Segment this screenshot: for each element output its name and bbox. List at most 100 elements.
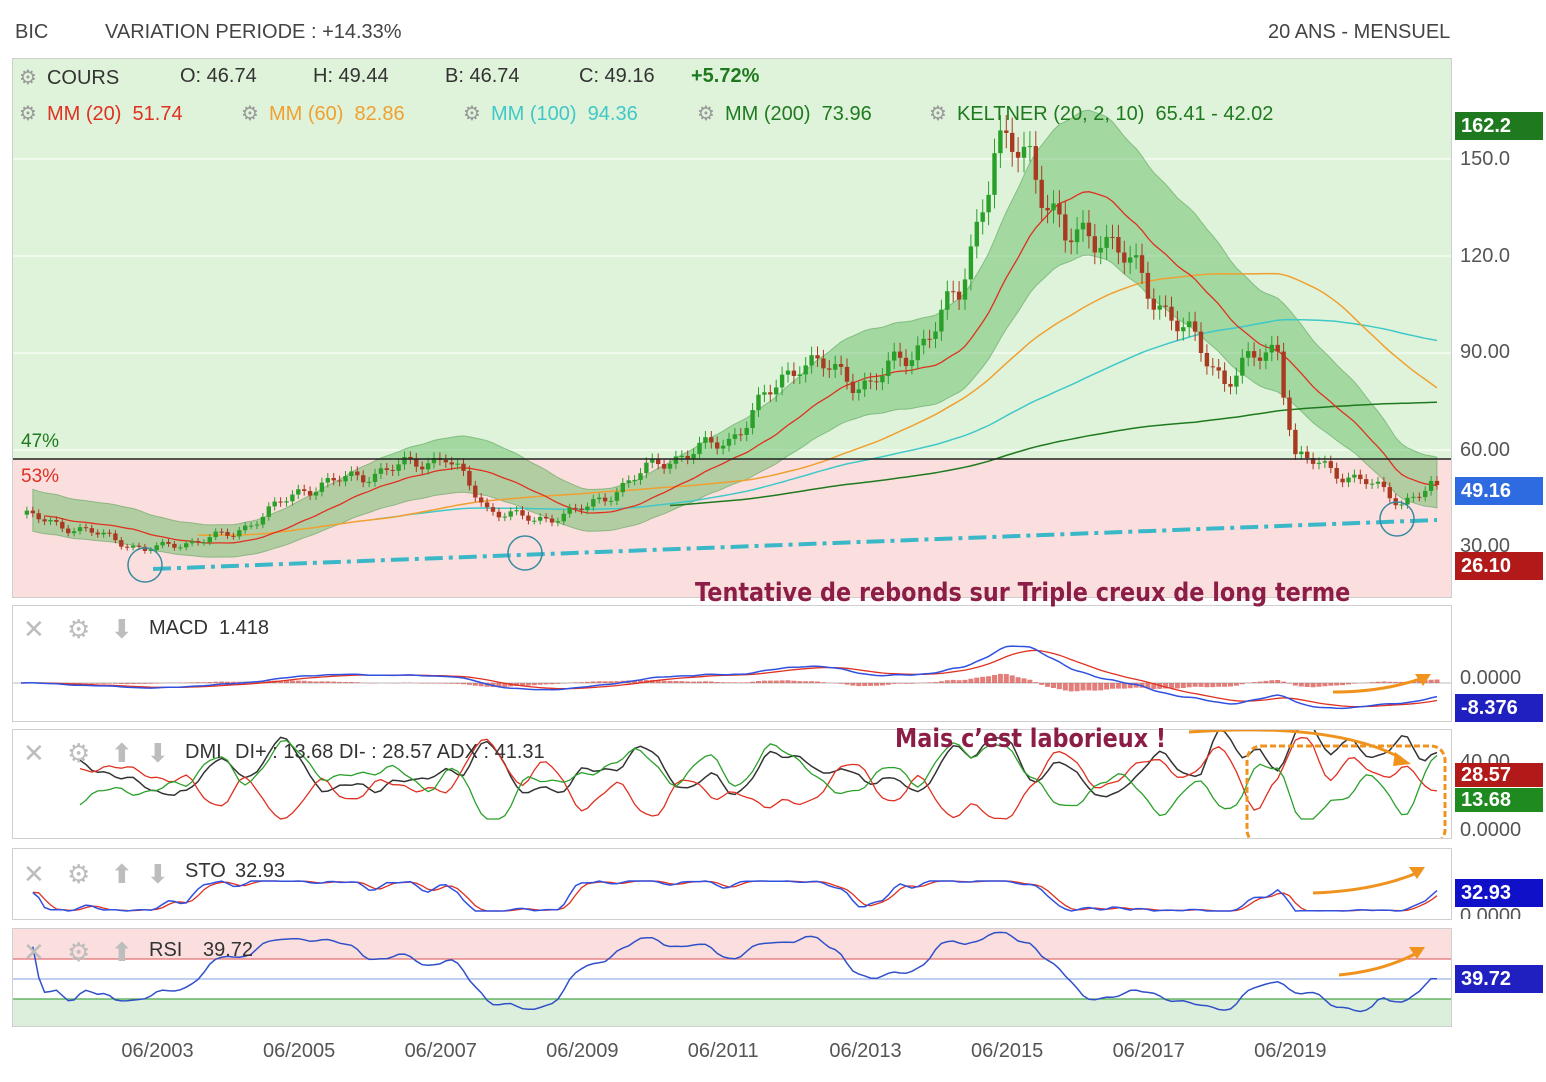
support-trendline (152, 518, 1438, 571)
arrow-down-icon[interactable]: ⬇ (147, 738, 169, 768)
candle-body (396, 464, 401, 471)
arrow-up-icon[interactable]: ⬆ (111, 738, 133, 768)
rsi-panel: ✕ ⚙ ⬆ RSI 39.72 (12, 928, 1452, 1027)
candle-body (821, 358, 826, 369)
period-label[interactable]: 20 ANS - MENSUEL (1268, 21, 1451, 43)
candle-body (461, 463, 466, 471)
candle-body (915, 345, 920, 361)
candle-body (490, 507, 496, 512)
arrow-down-icon[interactable]: ⬇ (111, 614, 133, 644)
candle-body (42, 519, 47, 522)
candle-body (1204, 352, 1210, 367)
candle-body (189, 541, 195, 544)
ma200-legend[interactable]: ⚙ MM (200) 73.96 (697, 101, 872, 126)
candle-body (1198, 331, 1204, 353)
candle-body (1069, 240, 1074, 243)
close-icon[interactable]: ✕ (23, 859, 45, 889)
gear-icon[interactable]: ⚙ (19, 67, 37, 89)
close-icon[interactable]: ✕ (23, 937, 45, 967)
candle-body (1074, 229, 1080, 243)
candle-body (1263, 352, 1269, 361)
candle-body (1045, 207, 1050, 211)
x-axis-label: 06/2011 (687, 1040, 759, 1062)
gear-icon[interactable]: ⚙ (697, 103, 715, 125)
di-minus-tag: 28.57 (1455, 763, 1543, 787)
arrow-up-icon[interactable]: ⬆ (111, 937, 133, 967)
candle-body (962, 279, 968, 300)
candle-body (856, 389, 861, 394)
candle-body (248, 525, 254, 527)
ma60-legend[interactable]: ⚙ MM (60) 82.86 (241, 101, 405, 126)
candle-body (302, 489, 307, 492)
macd-tag: -8.376 (1455, 694, 1543, 722)
candle-body (219, 531, 224, 533)
gear-icon[interactable]: ⚙ (463, 103, 481, 125)
close-icon[interactable]: ✕ (23, 738, 45, 768)
candle-body (1228, 383, 1233, 387)
candle-body (921, 338, 926, 346)
gear-icon[interactable]: ⚙ (67, 937, 91, 967)
candle-body (738, 434, 743, 436)
arrow-down-icon[interactable]: ⬇ (147, 859, 169, 889)
candle-body (909, 360, 915, 367)
candle-body (119, 540, 124, 547)
last-price-tag: 49.16 (1455, 477, 1543, 505)
candle-body (697, 442, 702, 455)
price-panel: ⚙ COURS O: 46.74 H: 49.44 B: 46.74 C: 49.… (12, 58, 1452, 598)
candle-body (797, 374, 802, 376)
candle-body (83, 527, 89, 529)
sto-value: 32.93 (235, 860, 286, 882)
dmi-values: DI+ : 13.68 DI- : 28.57 ADX : 41.31 (235, 741, 545, 763)
keltner-legend[interactable]: ⚙ KELTNER (20, 2, 10) 65.41 - 42.02 (929, 101, 1273, 126)
sto-label: STO (185, 860, 226, 882)
candle-body (1434, 480, 1440, 486)
candle-body (1346, 477, 1351, 483)
candle-body (720, 445, 726, 449)
candle-body (1169, 306, 1174, 321)
gear-icon[interactable]: ⚙ (67, 738, 91, 768)
gear-icon[interactable]: ⚙ (67, 614, 91, 644)
candle-body (1369, 483, 1375, 485)
candle-body (968, 246, 974, 280)
ma20-legend[interactable]: ⚙ MM (20) 51.74 (19, 101, 183, 126)
candle-body (1187, 321, 1192, 328)
candle-body (349, 471, 354, 477)
candle-body (850, 381, 856, 394)
candle-body (567, 507, 572, 514)
candle-body (71, 531, 77, 534)
candle-body (166, 541, 171, 544)
candle-body (1423, 490, 1428, 498)
gear-icon[interactable]: ⚙ (19, 103, 37, 125)
dmi-label: DMI (185, 741, 222, 763)
candle-body (1305, 451, 1310, 459)
candle-body (1352, 474, 1357, 478)
close-icon[interactable]: ✕ (23, 614, 45, 644)
candle-body (561, 513, 566, 522)
keltner-label: KELTNER (20, 2, 10) (956, 103, 1145, 125)
dmi-zero-tick: 0.0000 (1460, 819, 1522, 841)
candle-body (154, 545, 159, 551)
candle-body (36, 513, 41, 520)
candle-body (785, 370, 791, 375)
candle-body (237, 530, 242, 537)
cours-legend[interactable]: ⚙ COURS (19, 65, 119, 90)
candle-body (107, 532, 112, 534)
candle-body (54, 519, 59, 522)
candle-body (1128, 257, 1133, 263)
gear-icon[interactable]: ⚙ (929, 103, 947, 125)
candle-body (178, 547, 183, 549)
gear-icon[interactable]: ⚙ (67, 859, 91, 889)
candle-body (136, 545, 142, 547)
candle-body (1240, 357, 1245, 376)
candle-body (414, 458, 419, 467)
ma100-legend[interactable]: ⚙ MM (100) 94.36 (463, 101, 638, 126)
arrow-up-icon[interactable]: ⬆ (111, 859, 133, 889)
candle-body (1157, 305, 1162, 310)
gear-icon[interactable]: ⚙ (241, 103, 259, 125)
trend-arrow-head (1393, 752, 1411, 766)
candle-body (1293, 429, 1298, 455)
low-circle-1 (127, 547, 163, 583)
candle-body (201, 542, 207, 544)
triple-bottom-annotation: Tentative de rebonds sur Triple creux de… (695, 578, 1351, 608)
candle-body (195, 541, 201, 543)
